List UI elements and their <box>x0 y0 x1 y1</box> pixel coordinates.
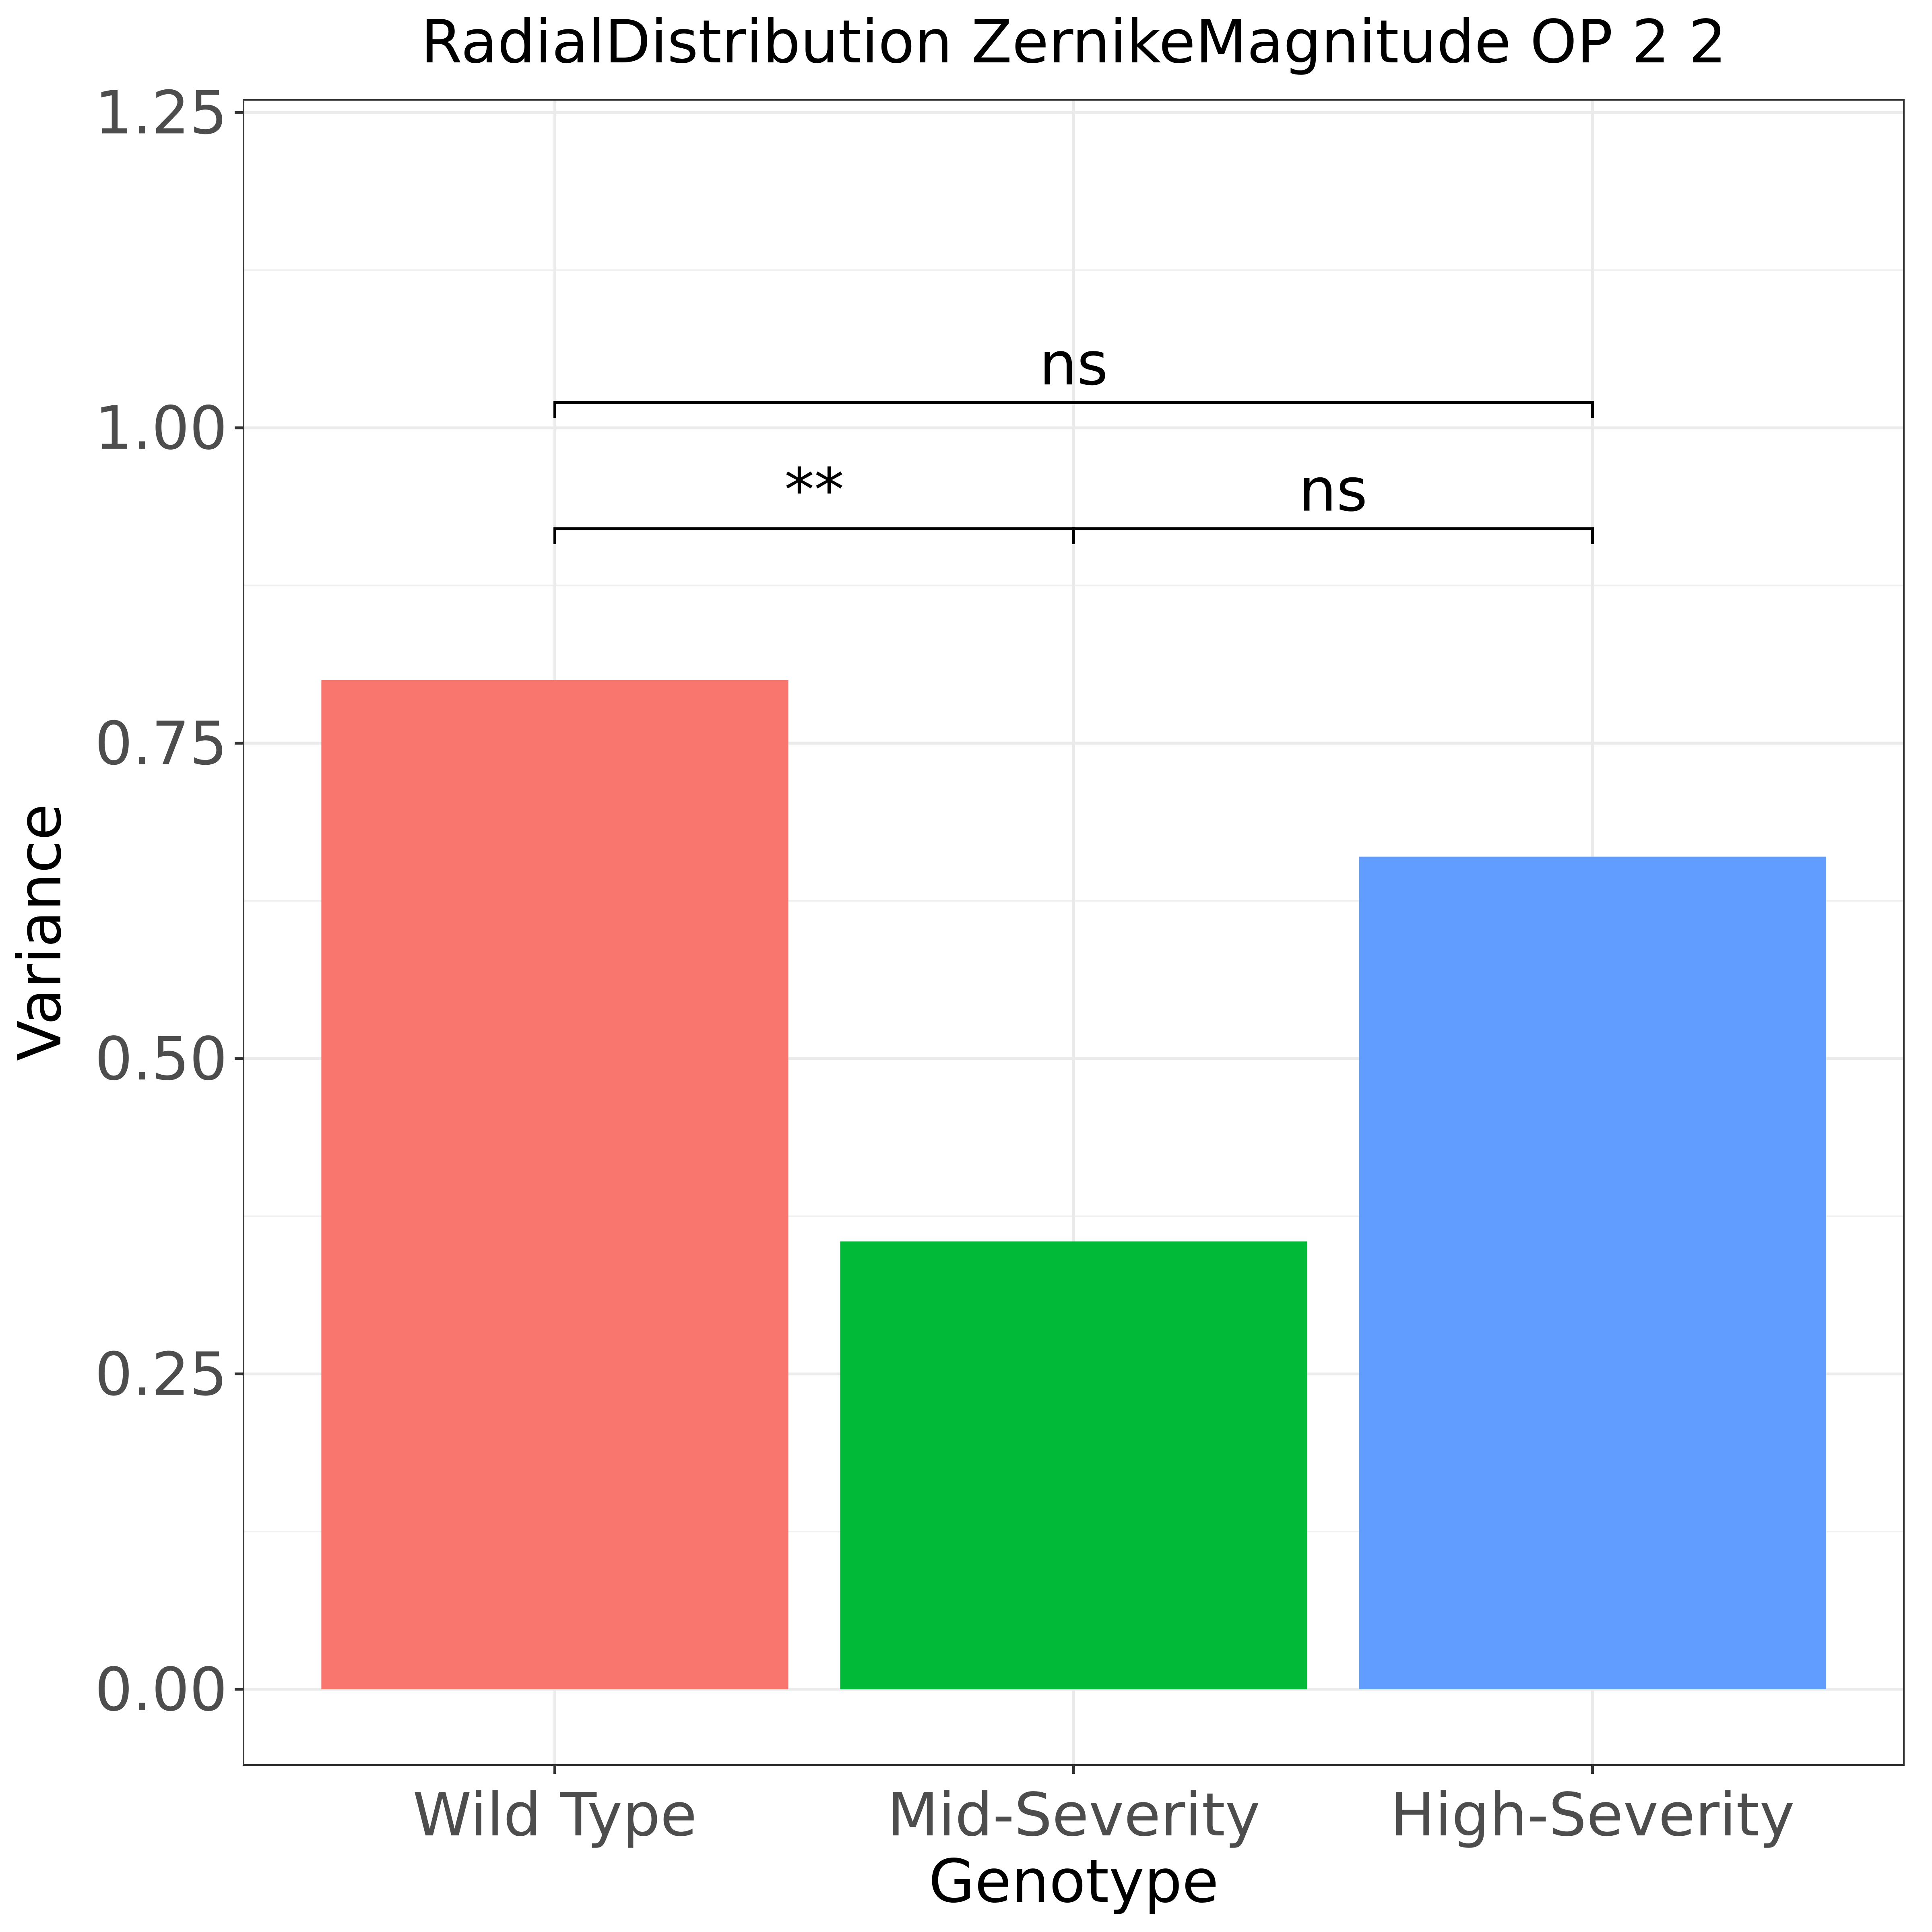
significance-bracket: ns <box>1072 456 1594 544</box>
x-tick-label: High-Severity <box>1390 1780 1795 1849</box>
bar-high-severity <box>1359 857 1826 1689</box>
y-axis-title: Variance <box>5 804 74 1061</box>
significance-label: ns <box>1299 456 1368 525</box>
chart-title: RadialDistribution ZernikeMagnitude OP 2… <box>421 7 1726 76</box>
bracket-line <box>1072 527 1594 544</box>
x-axis-title: Genotype <box>929 1847 1219 1916</box>
y-tick-label: 0.75 <box>95 709 227 778</box>
significance-annotations: ** ns ns <box>553 329 1594 544</box>
significance-label: ns <box>1039 329 1108 398</box>
y-tick-label: 0.25 <box>95 1340 227 1409</box>
x-tick-label: Wild Type <box>413 1780 697 1849</box>
y-tick-label: 0.50 <box>95 1024 227 1094</box>
significance-label: ** <box>784 456 844 525</box>
y-tick-label: 1.25 <box>95 78 227 147</box>
significance-bracket: ns <box>553 329 1594 418</box>
y-tick-label: 0.00 <box>95 1655 227 1724</box>
y-tick-label: 1.00 <box>95 394 227 463</box>
bar-wild-type <box>321 680 788 1689</box>
x-tick-label: Mid-Severity <box>887 1780 1260 1849</box>
bar-mid-severity <box>840 1241 1307 1689</box>
significance-bracket: ** <box>553 456 1075 544</box>
x-axis: Wild Type Mid-Severity High-Severity <box>413 1765 1795 1849</box>
bars <box>321 680 1826 1689</box>
y-axis: 0.00 0.25 0.50 0.75 1.00 1.25 <box>95 78 244 1724</box>
bracket-line <box>553 527 1075 544</box>
bracket-line <box>553 401 1594 418</box>
